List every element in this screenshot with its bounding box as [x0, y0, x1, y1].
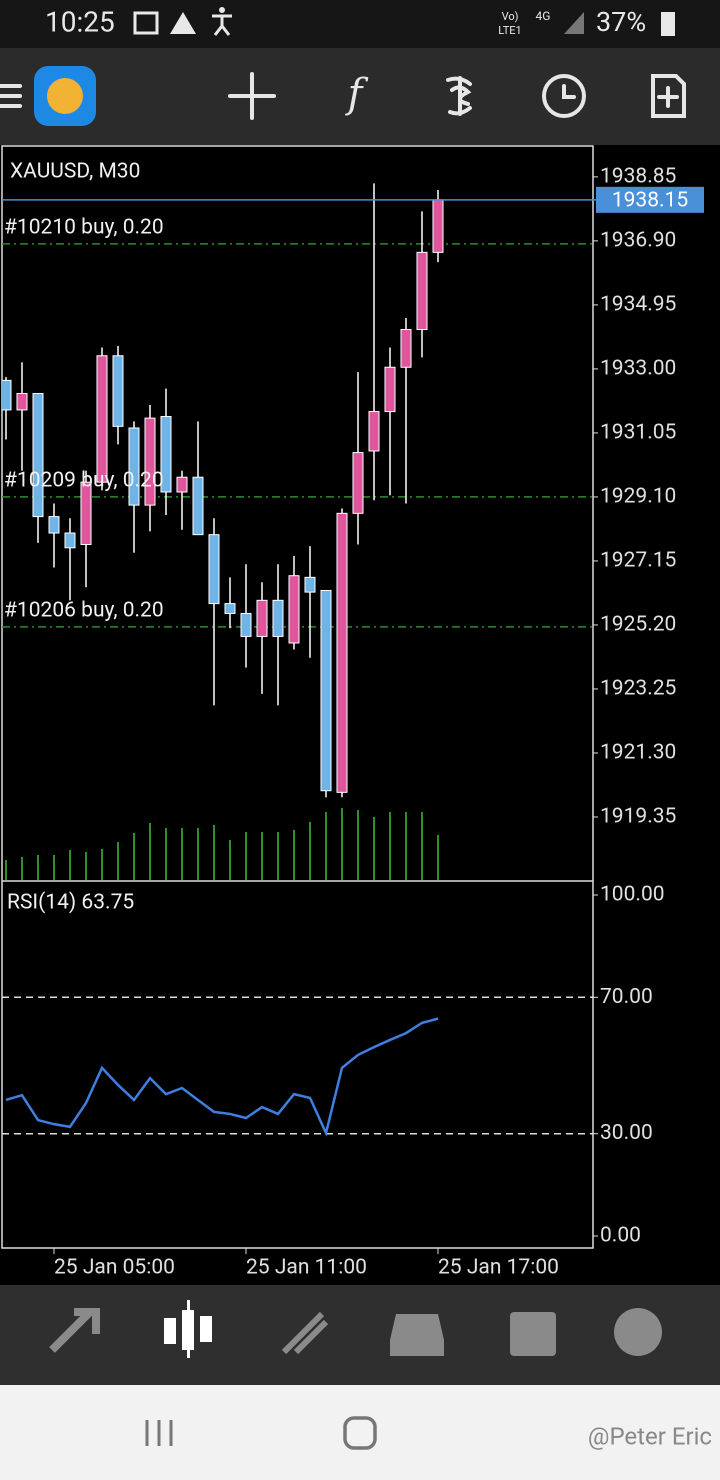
y-tick-label: 70.00	[600, 985, 653, 1009]
candle-body	[320, 589, 332, 792]
candle-body	[16, 393, 28, 411]
history-tab[interactable]	[390, 1314, 444, 1356]
menu-button[interactable]	[0, 84, 22, 108]
y-tick-label: 1921.30	[600, 741, 676, 765]
candle-body	[240, 612, 252, 637]
x-tick-label: 25 Jan 05:00	[54, 1256, 175, 1280]
clock: 10:25	[45, 5, 115, 38]
chart-frame	[1, 145, 594, 1249]
y-tick-label: 1925.20	[600, 612, 676, 636]
home-button[interactable]	[343, 1416, 377, 1450]
crosshair-button[interactable]	[228, 72, 276, 120]
candle-body	[432, 199, 444, 253]
overlay: 1938.85 1936.90 1934.95 1933.00 1931.05 1929.…	[2, 160, 704, 1280]
watermark: @Peter Eric	[588, 1422, 712, 1450]
battery-icon	[661, 12, 675, 36]
rsi-line	[5, 1017, 439, 1137]
candle-body	[192, 476, 204, 536]
x-tick-label: 25 Jan 11:00	[246, 1256, 367, 1280]
candle-body	[64, 532, 76, 549]
y-tick-label: 1931.05	[600, 420, 676, 444]
y-tick-label: 1934.95	[600, 292, 676, 316]
x-tick-label: 25 Jan 17:00	[438, 1256, 559, 1280]
recents-button[interactable]	[145, 1420, 173, 1446]
status-bar	[0, 0, 720, 48]
candle-body	[128, 427, 140, 506]
candle-body	[112, 355, 124, 427]
trade-button[interactable]	[446, 76, 472, 116]
candle-body	[352, 452, 364, 514]
chart-title: XAUUSD, M30	[10, 160, 140, 184]
candle-body	[384, 366, 396, 413]
indicator-title: RSI(14) 63.75	[7, 891, 134, 915]
candle-body	[2, 379, 12, 411]
toolbar	[0, 48, 720, 145]
candle-body	[144, 417, 156, 506]
y-tick-label: 1936.90	[600, 228, 676, 252]
y-tick-label: 0.00	[600, 1224, 641, 1248]
candle-body	[48, 516, 60, 534]
candle-body	[272, 599, 284, 637]
candle-body	[368, 411, 380, 452]
order-label: #10209 buy, 0.20	[4, 468, 164, 492]
bottom-nav	[0, 1285, 720, 1385]
candle-body	[224, 603, 236, 614]
price-panel	[2, 183, 593, 880]
candle-body	[80, 481, 92, 546]
y-tick-label: 30.00	[600, 1121, 653, 1145]
y-tick-label: 1919.35	[600, 805, 676, 829]
period-hands	[562, 84, 576, 99]
y-tick-label: 1933.00	[600, 356, 676, 380]
candle-body	[208, 534, 220, 605]
candle-body	[336, 512, 348, 793]
battery-level: 37%	[596, 6, 646, 38]
messages-tab[interactable]	[614, 1308, 662, 1356]
y-tick-label: 100.00	[600, 883, 665, 907]
candle-body	[288, 575, 300, 644]
y-tick-label: 1929.10	[600, 484, 676, 508]
candle-body	[32, 393, 44, 518]
signal-icon	[564, 12, 584, 34]
news-tab[interactable]	[510, 1312, 556, 1356]
app-logo-mark	[47, 78, 83, 114]
trade-tab[interactable]	[281, 1311, 329, 1355]
quotes-tab[interactable]	[49, 1308, 100, 1353]
candle-body	[304, 576, 316, 593]
lte-label: LTE1	[498, 24, 521, 37]
y-tick-label: 1927.15	[600, 548, 676, 572]
alert-icon	[170, 12, 196, 34]
accessibility-icon	[212, 14, 232, 36]
gallery-icon	[133, 11, 159, 35]
period-button[interactable]	[542, 74, 586, 118]
candle-body	[416, 251, 428, 331]
candle-body	[176, 476, 188, 493]
chart-tab[interactable]	[164, 1300, 212, 1358]
order-label: #10210 buy, 0.20	[4, 215, 164, 239]
order-label: #10206 buy, 0.20	[4, 598, 164, 622]
candle-body	[400, 329, 412, 368]
current-price-label: 1938.15	[612, 188, 688, 212]
candle-body	[256, 599, 268, 637]
accessibility-head	[219, 7, 225, 13]
candle-body	[160, 415, 172, 493]
y-tick-label: 1938.85	[600, 164, 676, 188]
y-tick-label: 1923.25	[600, 676, 676, 700]
system-nav	[0, 1385, 720, 1480]
candle-body	[96, 355, 108, 483]
current-price-box	[596, 186, 704, 213]
volte-label: Vo)	[502, 10, 519, 23]
new-order-button[interactable]	[651, 74, 686, 118]
network-label: 4G	[536, 9, 551, 23]
